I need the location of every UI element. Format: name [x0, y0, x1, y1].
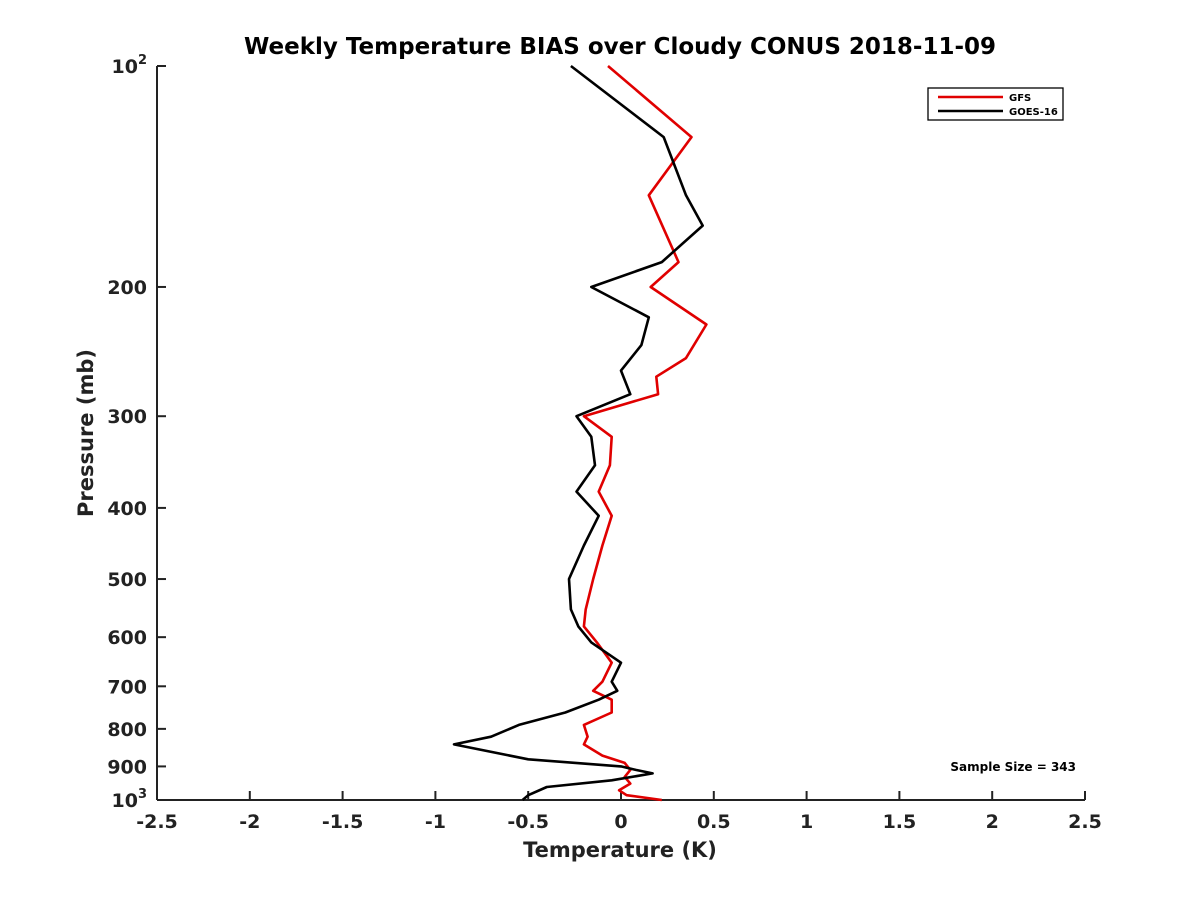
series-line-gfs	[582, 65, 708, 802]
y-tick-label: 300	[107, 406, 147, 428]
x-axis-label: Temperature (K)	[523, 838, 717, 862]
axes: -2.5 -2 -1.5 -1 -0.5 0 0.5 1 1.5 2 2.5 102 200 300 400…	[107, 53, 1102, 833]
y-tick-label: 400	[107, 498, 147, 520]
x-tick-label: -0.5	[507, 811, 549, 833]
x-tick-label: 0.5	[697, 811, 731, 833]
y-tick-label: 103	[112, 787, 148, 812]
x-tick-label: -2.5	[136, 811, 178, 833]
x-tick-label: -2	[239, 811, 260, 833]
legend-label-goes-16: GOES-16	[1009, 107, 1058, 118]
legend: GFS GOES-16	[927, 87, 1064, 121]
x-tick-label: 1	[800, 811, 813, 833]
x-tick-label: 1.5	[883, 811, 917, 833]
chart-title: Weekly Temperature BIAS over Cloudy CONU…	[244, 34, 996, 60]
x-tick-label: 2	[986, 811, 999, 833]
x-tick-label: 2.5	[1068, 811, 1102, 833]
y-tick-label: 900	[107, 756, 147, 778]
y-tick-label: 800	[107, 719, 147, 741]
x-tick-label: 0	[614, 811, 627, 833]
y-tick-label: 600	[107, 627, 147, 649]
x-tick-label: -1	[425, 811, 446, 833]
y-tick-label: 200	[107, 277, 147, 299]
series-lines	[452, 64, 708, 802]
sample-size-annotation: Sample Size = 343	[950, 760, 1076, 774]
y-tick-label: 700	[107, 676, 147, 698]
legend-label-gfs: GFS	[1009, 93, 1031, 104]
y-tick-label: 102	[112, 53, 148, 78]
legend-items: GFS GOES-16	[938, 93, 1058, 118]
series-line-goes-16	[452, 64, 705, 801]
x-tick-label: -1.5	[322, 811, 364, 833]
legend-box	[927, 87, 1064, 121]
y-axis-label: Pressure (mb)	[74, 349, 98, 517]
y-tick-label: 500	[107, 569, 147, 591]
